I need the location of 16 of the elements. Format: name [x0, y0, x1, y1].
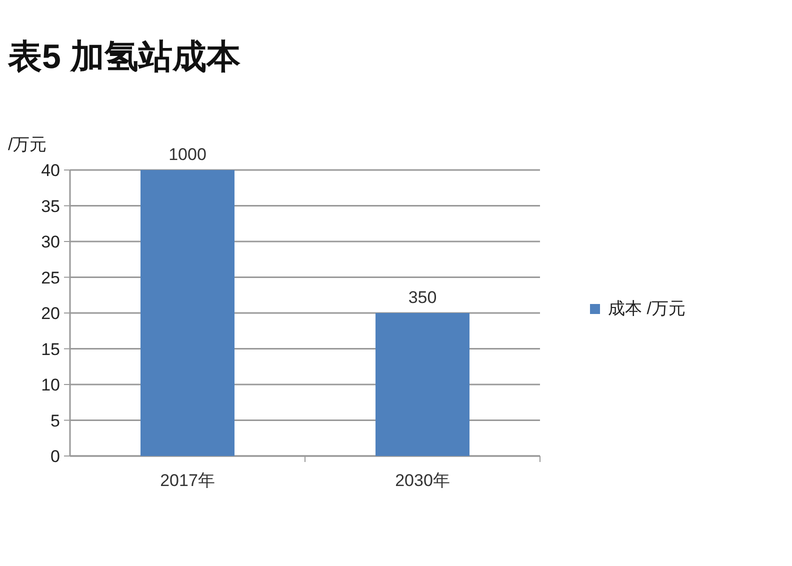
y-tick-label: 35 [41, 196, 60, 216]
y-tick-label: 30 [41, 232, 60, 252]
y-tick-label: 5 [50, 411, 60, 430]
x-tick-label: 2030年 [395, 471, 450, 490]
y-tick-label: 40 [41, 161, 60, 180]
y-tick-label: 10 [41, 376, 60, 394]
y-tick-label: 15 [41, 340, 60, 359]
x-tick-label: 2017年 [160, 471, 215, 490]
legend-label: 成本 /万元 [608, 299, 686, 318]
y-tick-label: 20 [41, 304, 60, 323]
annotation: 350 [408, 288, 437, 307]
annotation: 1000 [168, 145, 206, 164]
y-tick-label: 25 [41, 268, 60, 288]
title: 表5 加氢站成本 [8, 38, 240, 76]
ylabel: /万元 [8, 135, 47, 154]
y-tick-label: 0 [50, 447, 60, 466]
